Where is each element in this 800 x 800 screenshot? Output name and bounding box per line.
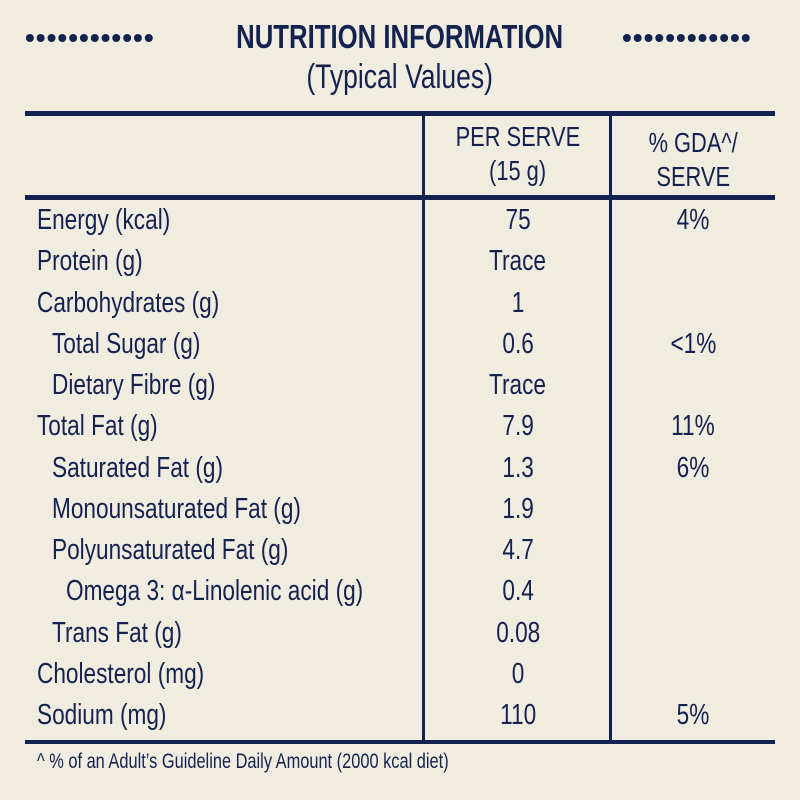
per-serve-value: 75: [505, 204, 531, 236]
table-row: Dietary Fibre (g) Trace: [0, 365, 800, 406]
gda-value: 11%: [671, 410, 715, 443]
nutrient-label: Saturated Fat (g): [52, 451, 223, 484]
nutrient-label: Energy (kcal): [37, 204, 171, 236]
gda-value: [613, 571, 773, 612]
per-serve-value: 1.9: [502, 492, 534, 525]
table-row: Saturated Fat (g) 1.3 6%: [0, 448, 800, 489]
per-serve-value: 0: [511, 657, 525, 690]
per-serve-value: Trace: [489, 245, 547, 278]
nutrient-label: Dietary Fibre (g): [52, 369, 216, 401]
per-serve-value: 4.7: [502, 534, 534, 566]
table-row: Total Fat (g) 7.9 11%: [0, 406, 800, 447]
column-divider: [422, 113, 425, 743]
per-serve-value: 1: [511, 286, 525, 319]
column-header-per-serve: PER SERVE (15 g): [455, 121, 581, 186]
page-title: NUTRITION INFORMATION: [236, 18, 564, 55]
column-divider: [609, 113, 612, 743]
per-serve-value: 0.6: [502, 327, 534, 360]
table-row: Protein (g) Trace: [0, 241, 800, 282]
gda-value: [613, 613, 773, 654]
table-row: Total Sugar (g) 0.6 <1%: [0, 324, 800, 365]
table-row: Energy (kcal) 75 4%: [0, 200, 800, 241]
table-row: Monounsaturated Fat (g) 1.9: [0, 489, 800, 530]
table-row: Carbohydrates (g) 1: [0, 283, 800, 324]
nutrient-label: Polyunsaturated Fat (g): [52, 534, 289, 566]
gda-value: [613, 365, 773, 406]
per-serve-value: 1.3: [502, 451, 534, 484]
gda-value: [613, 283, 773, 324]
gda-value: <1%: [670, 327, 716, 360]
nutrient-label: Omega 3: α-Linolenic acid (g): [66, 575, 364, 608]
gda-value: [613, 654, 773, 695]
dotted-ornament-left: ••••••••••••: [25, 22, 155, 53]
per-serve-value: 0.08: [495, 616, 541, 649]
gda-value: 4%: [676, 204, 710, 236]
dotted-ornament-right: ••••••••••••: [622, 22, 752, 53]
gda-value: [613, 489, 773, 530]
per-serve-value: Trace: [489, 369, 547, 401]
gda-value: 6%: [676, 451, 710, 484]
subtitle: (Typical Values): [306, 58, 494, 96]
table-row: Trans Fat (g) 0.08: [0, 613, 800, 654]
table-row: Omega 3: α-Linolenic acid (g) 0.4: [0, 571, 800, 612]
per-serve-value: 110: [499, 699, 537, 731]
table-top-rule: [25, 111, 775, 116]
table-row: Sodium (mg) 110 5%: [0, 695, 800, 736]
nutrient-label: Monounsaturated Fat (g): [52, 492, 301, 525]
table-bottom-rule: [25, 740, 775, 744]
nutrient-label: Total Fat (g): [37, 410, 158, 443]
table-row: Polyunsaturated Fat (g) 4.7: [0, 530, 800, 571]
per-serve-value: 7.9: [502, 410, 534, 443]
gda-value: 5%: [676, 699, 710, 731]
gda-value: [613, 530, 773, 571]
nutrient-label: Carbohydrates (g): [37, 286, 220, 319]
nutrient-label: Trans Fat (g): [52, 616, 182, 649]
footnote: ^ % of an Adult’s Guideline Daily Amount…: [37, 750, 449, 773]
nutrient-label: Total Sugar (g): [52, 327, 201, 360]
nutrient-label: Protein (g): [37, 245, 143, 278]
column-header-gda: % GDA^/ SERVE: [648, 127, 738, 192]
per-serve-value: 0.4: [502, 575, 534, 608]
nutrient-label: Sodium (mg): [37, 699, 167, 731]
table-row: Cholesterol (mg) 0: [0, 654, 800, 695]
nutrient-label: Cholesterol (mg): [37, 657, 205, 690]
header-rule: [25, 195, 775, 200]
gda-value: [613, 241, 773, 282]
